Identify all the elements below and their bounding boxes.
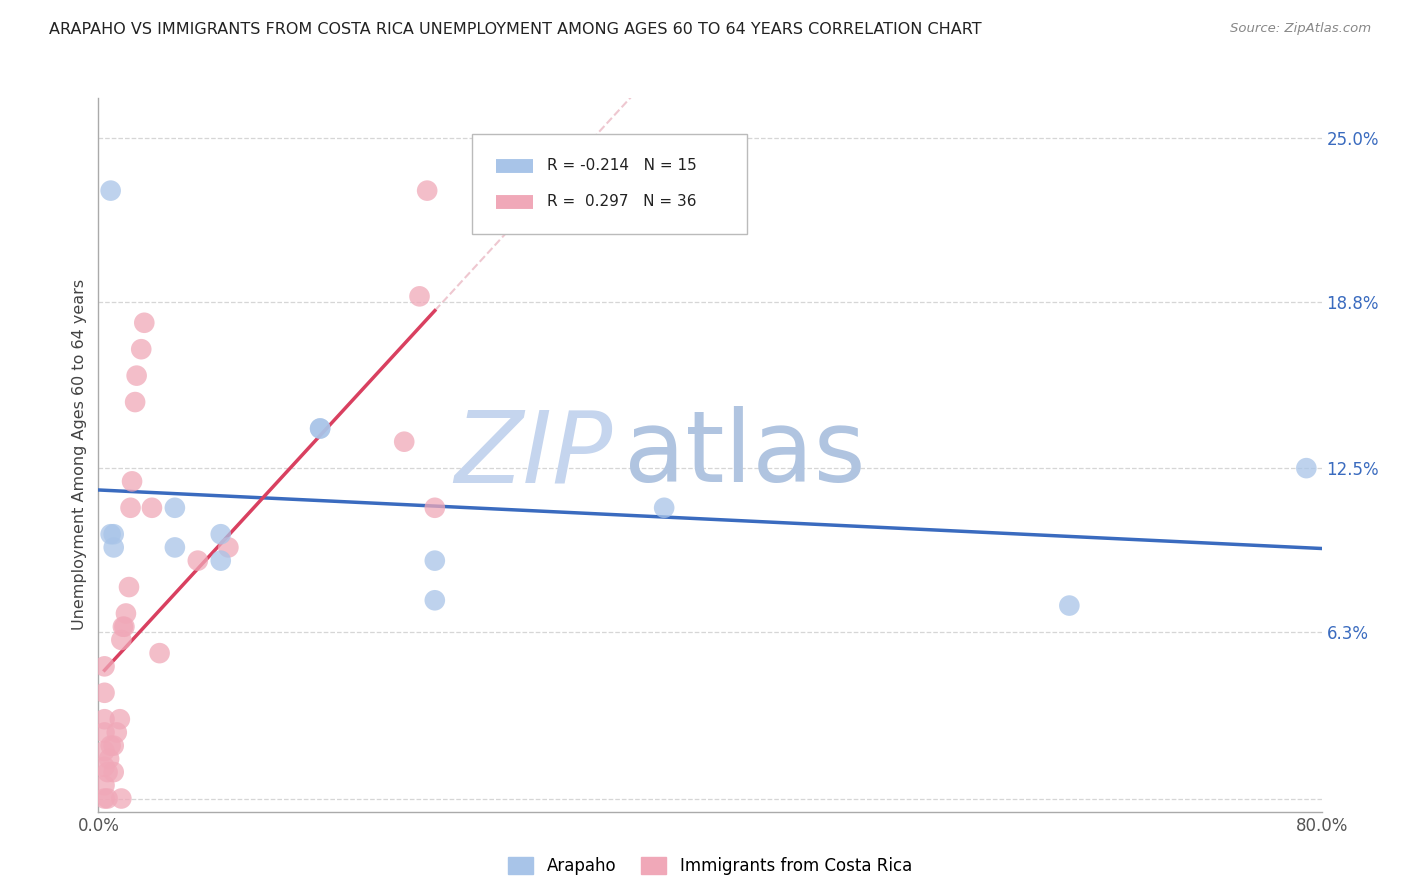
Point bbox=[103, 739, 125, 753]
Point bbox=[141, 500, 163, 515]
Point bbox=[1295, 461, 1317, 475]
Point bbox=[100, 739, 122, 753]
Point bbox=[392, 434, 416, 449]
Text: Source: ZipAtlas.com: Source: ZipAtlas.com bbox=[1230, 22, 1371, 36]
Text: ARAPAHO VS IMMIGRANTS FROM COSTA RICA UNEMPLOYMENT AMONG AGES 60 TO 64 YEARS COR: ARAPAHO VS IMMIGRANTS FROM COSTA RICA UN… bbox=[49, 22, 981, 37]
Point bbox=[423, 500, 446, 515]
Point bbox=[163, 541, 186, 555]
Point bbox=[134, 316, 156, 330]
Point bbox=[93, 712, 115, 726]
Y-axis label: Unemployment Among Ages 60 to 64 years: Unemployment Among Ages 60 to 64 years bbox=[72, 279, 87, 631]
Point bbox=[209, 527, 232, 541]
Point bbox=[111, 620, 134, 634]
Point bbox=[110, 791, 132, 805]
Point bbox=[93, 686, 115, 700]
Point bbox=[112, 620, 135, 634]
Point bbox=[121, 475, 143, 489]
Point bbox=[97, 791, 120, 805]
Point bbox=[120, 500, 142, 515]
Point bbox=[97, 765, 120, 780]
Point bbox=[217, 541, 239, 555]
Point bbox=[110, 632, 132, 647]
Point bbox=[98, 752, 121, 766]
Text: atlas: atlas bbox=[624, 407, 866, 503]
Point bbox=[129, 342, 152, 356]
Point bbox=[93, 791, 115, 805]
Point bbox=[423, 554, 446, 568]
Point bbox=[423, 593, 446, 607]
Point bbox=[416, 184, 439, 198]
Point bbox=[100, 527, 122, 541]
Point bbox=[93, 744, 115, 758]
Point bbox=[115, 607, 138, 621]
Point bbox=[408, 289, 430, 303]
Point bbox=[93, 778, 115, 792]
Point bbox=[149, 646, 172, 660]
Point bbox=[93, 725, 115, 739]
Text: R = -0.214   N = 15: R = -0.214 N = 15 bbox=[547, 159, 697, 173]
Point bbox=[1059, 599, 1081, 613]
Point bbox=[93, 659, 115, 673]
Point bbox=[209, 554, 232, 568]
FancyBboxPatch shape bbox=[471, 134, 747, 234]
Point bbox=[103, 527, 125, 541]
Point bbox=[118, 580, 141, 594]
Legend: Arapaho, Immigrants from Costa Rica: Arapaho, Immigrants from Costa Rica bbox=[502, 850, 918, 882]
Point bbox=[100, 184, 122, 198]
Point bbox=[105, 725, 128, 739]
Point bbox=[124, 395, 146, 409]
Point bbox=[103, 541, 125, 555]
Point bbox=[108, 712, 131, 726]
Point bbox=[309, 421, 332, 435]
Point bbox=[309, 421, 332, 435]
Text: ZIP: ZIP bbox=[454, 407, 612, 503]
Point bbox=[163, 500, 186, 515]
Point bbox=[103, 765, 125, 780]
Text: R =  0.297   N = 36: R = 0.297 N = 36 bbox=[547, 194, 697, 209]
Point bbox=[187, 554, 209, 568]
Point bbox=[125, 368, 148, 383]
Point bbox=[93, 760, 115, 774]
Point bbox=[652, 500, 675, 515]
